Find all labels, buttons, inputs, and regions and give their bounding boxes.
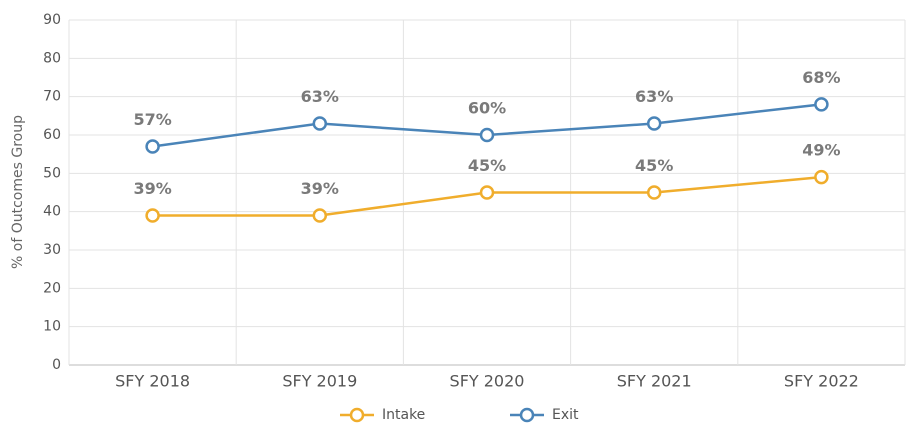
point [646,116,662,131]
y-tick-label: 90 [43,12,61,28]
value-label: 39% [301,179,339,198]
y-tick-label: 20 [43,280,61,296]
legend-marker [519,407,535,423]
point [814,97,829,112]
legend-label: Intake [382,407,425,423]
x-tick-label: SFY 2022 [784,372,859,391]
y-tick-label: 60 [43,127,61,143]
legend-label: Exit [552,407,579,423]
value-label: 68% [802,68,840,87]
legend-marker [349,407,365,423]
x-tick-label: SFY 2021 [617,372,692,391]
value-label: 57% [133,110,171,129]
y-axis-label: % of Outcomes Group [10,115,26,269]
value-label: 63% [635,87,673,106]
value-label: 63% [301,87,339,106]
value-label: 60% [468,99,506,118]
y-tick-label: 0 [52,357,61,373]
point [145,139,160,154]
point [312,208,328,223]
point [479,127,495,143]
y-tick-label: 40 [43,204,61,220]
y-tick-label: 50 [43,165,61,181]
y-tick-label: 70 [43,89,61,105]
x-tick-label: SFY 2020 [450,372,525,391]
y-tick-label: 30 [43,242,61,258]
value-label: 49% [802,141,840,160]
point [479,185,495,200]
y-tick-label: 80 [43,50,61,66]
value-label: 45% [635,156,673,175]
x-tick-label: SFY 2019 [282,372,357,391]
point [646,185,662,200]
y-tick-label: 10 [43,319,61,335]
x-tick-label: SFY 2018 [115,372,190,391]
point [814,169,829,185]
value-label: 39% [133,179,171,198]
point [145,208,160,223]
point [312,116,328,131]
value-label: 45% [468,156,506,175]
